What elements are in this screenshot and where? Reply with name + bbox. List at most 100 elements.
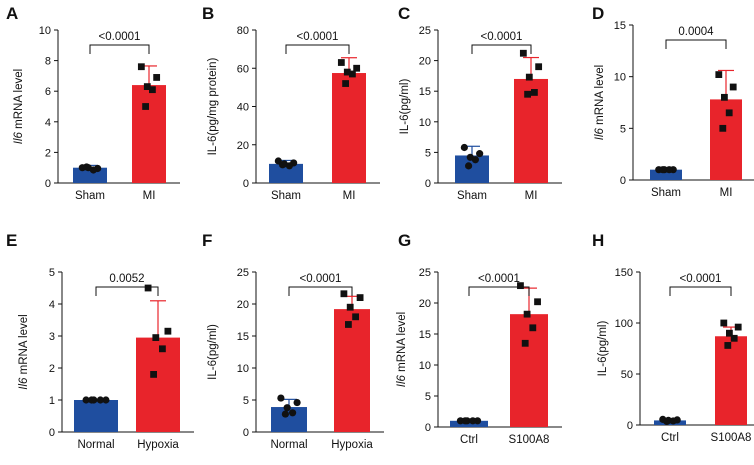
- bar-hypoxia: [334, 309, 370, 432]
- data-point: [340, 290, 348, 298]
- x-category-label: Sham: [457, 190, 487, 202]
- panel-letter: B: [202, 4, 214, 23]
- panel-a: A 0 2 4 6 8 10 Il6 mRNA level Sham MI <0.0001: [6, 4, 180, 202]
- y-axis-label-gene: Il6: [396, 374, 408, 387]
- bar-s100a8: [715, 336, 747, 425]
- data-point: [521, 339, 529, 347]
- y-axis-label: IL-6(pg/ml): [399, 79, 411, 135]
- bar-ctrl: [450, 420, 488, 427]
- panel-letter: F: [202, 231, 212, 250]
- y-tick-label: 15: [419, 86, 431, 98]
- significance-bracket: [95, 286, 159, 296]
- y-tick-label: 6: [45, 86, 51, 98]
- data-point: [164, 327, 172, 335]
- y-tick-label: 25: [419, 267, 431, 279]
- y-tick-label: 4: [49, 299, 55, 311]
- data-point: [289, 409, 297, 417]
- data-point: [279, 161, 287, 169]
- significance-bracket: [89, 44, 150, 54]
- x-category-label: MI: [143, 190, 156, 202]
- x-category-label: Sham: [651, 187, 681, 199]
- data-point: [283, 404, 291, 412]
- data-point: [471, 156, 479, 164]
- y-axis-label: Il6 mRNA level: [594, 65, 606, 140]
- bar-sham: [269, 163, 303, 183]
- p-value-label: 0.0052: [109, 273, 144, 285]
- significance-bracket: [665, 39, 727, 49]
- y-tick-label: 10: [614, 72, 626, 84]
- y-tick-label: 5: [425, 147, 431, 159]
- data-point: [143, 83, 151, 91]
- data-point: [517, 282, 524, 290]
- y-tick-label: 0: [627, 420, 633, 432]
- panel-letter: A: [6, 4, 18, 23]
- data-point: [719, 124, 727, 132]
- y-axis-label-text: IL-6(pg/mg protein): [207, 57, 219, 155]
- y-tick-label: 15: [614, 20, 626, 32]
- panel-letter: G: [398, 231, 411, 250]
- data-point: [525, 73, 533, 81]
- y-axis-label: IL-6(pg/ml): [207, 324, 219, 380]
- y-axis-label-text: IL-6(pg/ml): [399, 79, 411, 135]
- p-value-label: <0.0001: [99, 31, 141, 43]
- y-tick-label: 5: [49, 267, 55, 279]
- data-point: [345, 321, 352, 328]
- data-point: [460, 143, 468, 152]
- p-value-label: 0.0004: [678, 26, 714, 38]
- bar-sham: [650, 169, 682, 180]
- y-tick-label: 150: [615, 267, 633, 279]
- x-category-label: Sham: [271, 190, 301, 202]
- significance-bracket: [285, 44, 350, 54]
- data-point: [730, 334, 738, 342]
- p-value-label: <0.0001: [481, 31, 523, 43]
- data-point: [523, 310, 531, 318]
- y-axis-label: Il6 mRNA level: [396, 312, 408, 387]
- y-tick-label: 10: [237, 363, 249, 375]
- panel-letter: E: [6, 231, 17, 250]
- data-point: [96, 396, 104, 404]
- data-point: [349, 70, 356, 78]
- x-category-label: Hypoxia: [137, 439, 179, 451]
- p-value-label: <0.0001: [478, 273, 520, 285]
- y-tick-label: 60: [237, 63, 249, 75]
- data-point: [531, 89, 538, 96]
- bar-mi: [132, 85, 166, 183]
- panel-h: H 0 50 100 150 IL-6(pg/ml) Ctrl S100A8 <0.0001: [592, 231, 754, 444]
- y-tick-label: 1: [49, 395, 55, 407]
- y-tick-label: 10: [419, 117, 431, 129]
- y-tick-label: 0: [243, 178, 249, 190]
- x-category-label: Normal: [77, 439, 114, 451]
- y-tick-label: 20: [237, 299, 249, 311]
- significance-bracket: [471, 44, 532, 54]
- y-tick-label: 15: [419, 329, 431, 341]
- data-point: [149, 86, 156, 94]
- y-axis-label-text: IL-6(pg/ml): [597, 321, 609, 377]
- y-axis-label-text: mRNA level: [13, 69, 25, 132]
- y-tick-label: 3: [49, 331, 55, 343]
- data-point: [293, 398, 301, 407]
- x-category-label: MI: [343, 190, 356, 202]
- y-tick-label: 5: [425, 391, 431, 403]
- y-tick-label: 0: [45, 178, 51, 190]
- data-point: [343, 68, 351, 76]
- y-tick-label: 0: [425, 422, 431, 434]
- x-category-label: S100A8: [509, 434, 550, 446]
- data-point: [352, 313, 359, 321]
- y-axis-label-text: IL-6(pg/ml): [207, 324, 219, 380]
- data-point: [144, 284, 152, 292]
- data-point: [89, 166, 97, 174]
- data-point: [721, 93, 728, 101]
- data-point: [137, 63, 145, 71]
- y-axis-label: IL-6(pg/ml): [597, 321, 609, 377]
- data-point: [153, 74, 161, 81]
- panel-letter: H: [592, 231, 604, 250]
- p-value-label: <0.0001: [300, 273, 342, 285]
- data-point: [342, 80, 349, 87]
- data-point: [88, 396, 96, 404]
- y-axis-label-gene: Il6: [594, 127, 606, 140]
- y-tick-label: 25: [237, 267, 249, 279]
- bar-normal: [271, 407, 307, 432]
- x-category-label: Normal: [270, 439, 307, 451]
- y-axis-label: Il6 mRNA level: [13, 69, 25, 144]
